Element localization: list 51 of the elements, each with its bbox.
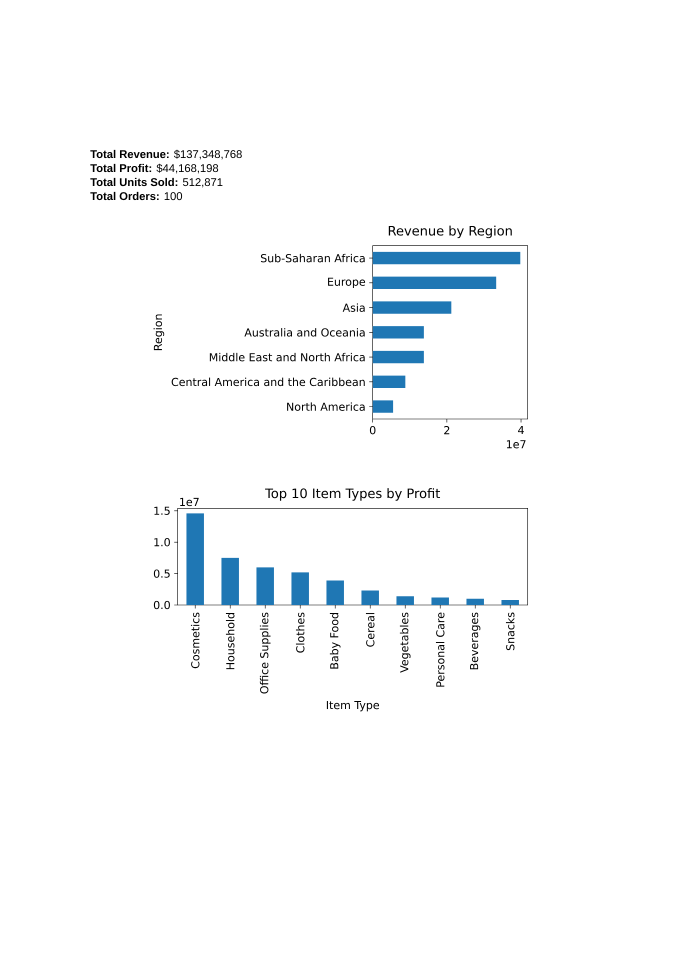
x-tick-label: Beverages bbox=[470, 612, 480, 670]
bar bbox=[372, 276, 496, 290]
bar bbox=[256, 567, 274, 605]
x-tick-label: Snacks bbox=[506, 612, 514, 650]
text: Total Revenue: $137,348,768 bbox=[90, 150, 242, 160]
bar bbox=[466, 598, 484, 605]
text: 1e7 bbox=[506, 440, 526, 448]
y-tick-label: 0.0 bbox=[154, 600, 170, 610]
bar bbox=[396, 596, 414, 605]
bar bbox=[326, 580, 344, 605]
x-tick-label: Baby Food bbox=[330, 613, 341, 669]
y-axis-title: Region bbox=[154, 314, 164, 350]
y-tick-label: 0.5 bbox=[154, 569, 170, 578]
text: Total Units Sold: 512,871 bbox=[90, 178, 222, 188]
x-axis-title: Item Type bbox=[326, 701, 380, 712]
text: Total Profit: $44,168,198 bbox=[90, 164, 218, 174]
bar bbox=[431, 597, 449, 605]
bar bbox=[372, 301, 452, 314]
y-tick-label: Asia bbox=[342, 303, 365, 312]
bar bbox=[372, 326, 424, 339]
y-tick-label: Middle East and North Africa bbox=[210, 352, 365, 362]
x-tick-label: Clothes bbox=[296, 612, 304, 653]
x-tick-label: Cereal bbox=[366, 613, 374, 647]
bar bbox=[501, 600, 519, 605]
bar bbox=[186, 513, 204, 605]
y-tick-label: Europe bbox=[328, 278, 366, 288]
bar bbox=[372, 350, 424, 364]
bar bbox=[291, 572, 309, 605]
text: Total Orders: 100 bbox=[90, 192, 182, 200]
x-tick-label: 4 bbox=[518, 426, 524, 434]
x-tick-label: Household bbox=[226, 613, 234, 670]
x-tick-label: Personal Care bbox=[436, 612, 444, 687]
y-tick-label: 1.5 bbox=[154, 506, 170, 515]
y-tick-label: Central America and the Caribbean bbox=[172, 378, 365, 386]
x-tick-label: Cosmetics bbox=[190, 612, 200, 668]
bar bbox=[372, 400, 394, 413]
text: 1e7 bbox=[180, 498, 199, 506]
bar bbox=[221, 558, 239, 605]
y-tick-label: Sub-Saharan Africa bbox=[260, 254, 365, 262]
bar bbox=[372, 252, 520, 264]
x-tick-label: Vegetables bbox=[400, 612, 411, 673]
y-tick-label: 1.0 bbox=[154, 538, 170, 546]
x-tick-label: 2 bbox=[444, 426, 450, 434]
x-tick-label: Office Supplies bbox=[260, 612, 271, 694]
chart-title: Revenue by Region bbox=[388, 226, 512, 238]
chart-title: Top 10 Item Types by Profit bbox=[265, 488, 440, 501]
y-tick-label: North America bbox=[287, 402, 365, 411]
bar bbox=[361, 590, 379, 605]
bar bbox=[372, 376, 406, 388]
x-tick-label: 0 bbox=[370, 426, 376, 434]
y-tick-label: Australia and Oceania bbox=[244, 328, 365, 337]
